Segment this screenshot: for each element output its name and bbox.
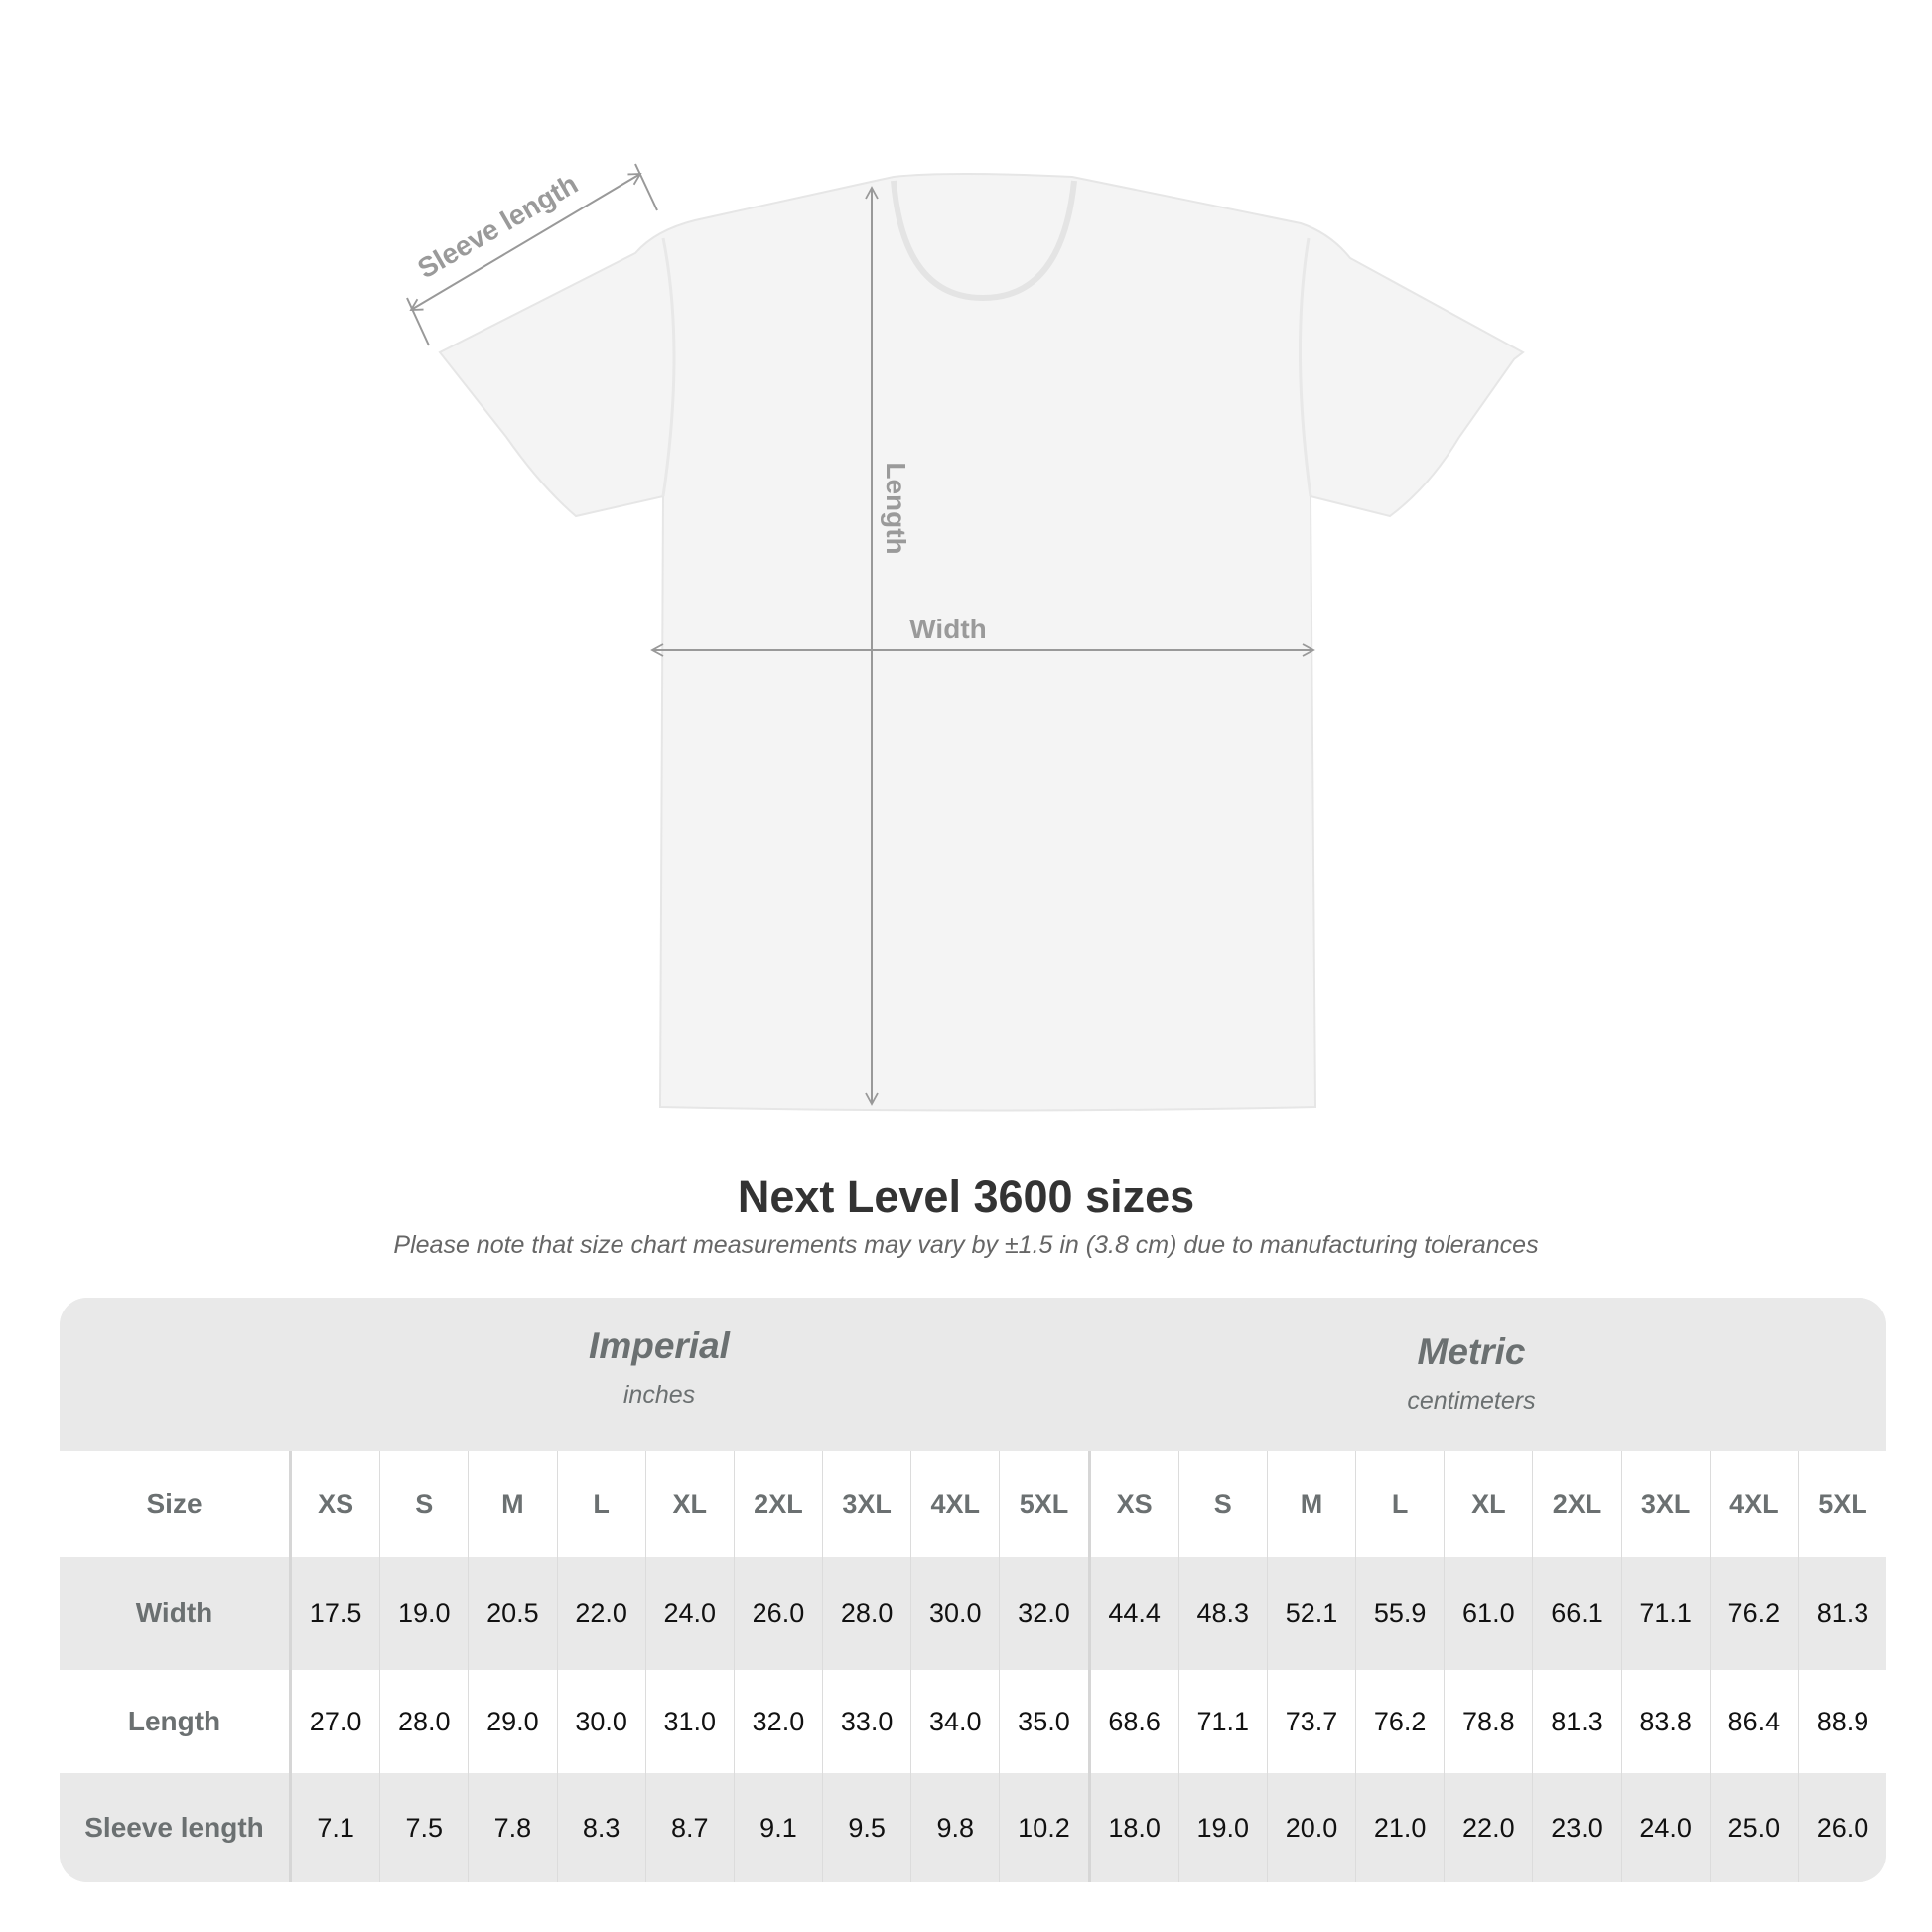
- imperial-cell: 26.0: [735, 1557, 824, 1670]
- metric-cell: 19.0: [1179, 1773, 1268, 1882]
- imperial-cell: 27.0: [292, 1670, 381, 1773]
- metric-unit: centimeters: [1407, 1387, 1536, 1415]
- imperial-cell: 30.0: [558, 1670, 646, 1773]
- imperial-cell: 28.0: [380, 1670, 470, 1773]
- length-label: Length: [881, 462, 911, 554]
- metric-size-header: 3XL: [1622, 1451, 1711, 1557]
- sleeve-length-label: Sleeve length: [412, 168, 583, 284]
- metric-size-header: 4XL: [1711, 1451, 1799, 1557]
- page-title: Next Level 3600 sizes: [737, 1172, 1195, 1222]
- imperial-size-header: XL: [646, 1451, 735, 1557]
- imperial-cell: 10.2: [1000, 1773, 1091, 1882]
- imperial-cell: 32.0: [1000, 1557, 1091, 1670]
- imperial-cell: 22.0: [558, 1557, 646, 1670]
- imperial-cell: 9.5: [823, 1773, 912, 1882]
- imperial-size-header: M: [469, 1451, 558, 1557]
- imperial-cell: 8.3: [558, 1773, 646, 1882]
- metric-cell: 71.1: [1622, 1557, 1711, 1670]
- imperial-title: Imperial: [589, 1325, 730, 1366]
- imperial-cell: 24.0: [646, 1557, 735, 1670]
- metric-cell: 73.7: [1268, 1670, 1357, 1773]
- imperial-cell: 8.7: [646, 1773, 735, 1882]
- row-label: Length: [60, 1670, 292, 1773]
- imperial-size-header: XS: [292, 1451, 381, 1557]
- metric-cell: 26.0: [1816, 1812, 1869, 1843]
- imperial-cell: 35.0: [1000, 1670, 1091, 1773]
- imperial-size-header: L: [558, 1451, 646, 1557]
- metric-size-header: 5XL: [1818, 1488, 1867, 1519]
- metric-cell: 23.0: [1533, 1773, 1622, 1882]
- metric-cell: 81.3: [1533, 1670, 1622, 1773]
- width-label: Width: [909, 614, 987, 644]
- imperial-cell: 30.0: [911, 1557, 1001, 1670]
- metric-size-header: XS: [1091, 1451, 1179, 1557]
- imperial-size-header: 2XL: [735, 1451, 824, 1557]
- metric-size-header: 2XL: [1533, 1451, 1622, 1557]
- size-row: Size XS S M L XL 2XL 3XL 4XL 5XL XS S M L XL 2XL 3XL 4XL 5…: [60, 1451, 1886, 1557]
- metric-cell: 18.0: [1091, 1773, 1179, 1882]
- metric-header: Metric centimeters: [1173, 1331, 1769, 1416]
- metric-cell: 55.9: [1356, 1557, 1446, 1670]
- tshirt-shape: [438, 173, 1525, 1112]
- imperial-cell: 28.0: [823, 1557, 912, 1670]
- imperial-cell: 9.1: [735, 1773, 824, 1882]
- metric-cell: 68.6: [1091, 1670, 1179, 1773]
- table-row: Width 17.5 19.0 20.5 22.0 24.0 26.0 28.0 30.0 32.…: [60, 1557, 1886, 1670]
- collar: [891, 180, 1077, 302]
- imperial-unit: inches: [622, 1381, 696, 1409]
- tolerance-note: Please note that size chart measurements…: [393, 1231, 1539, 1259]
- row-label: Sleeve length: [60, 1773, 292, 1882]
- imperial-cell: 7.1: [292, 1773, 381, 1882]
- imperial-cell: 33.0: [823, 1670, 912, 1773]
- metric-cell: 61.0: [1445, 1557, 1534, 1670]
- metric-cell: 21.0: [1356, 1773, 1446, 1882]
- metric-cell: 44.4: [1091, 1557, 1179, 1670]
- metric-size-header: XL: [1445, 1451, 1534, 1557]
- metric-cell: 22.0: [1445, 1773, 1534, 1882]
- metric-cell: 24.0: [1622, 1773, 1711, 1882]
- imperial-size-header: S: [380, 1451, 470, 1557]
- metric-cell: 25.0: [1711, 1773, 1799, 1882]
- imperial-size-header: 4XL: [911, 1451, 1001, 1557]
- imperial-cell: 17.5: [292, 1557, 381, 1670]
- imperial-header: Imperial inches: [361, 1325, 957, 1410]
- row-label: Size: [60, 1451, 292, 1557]
- row-label: Width: [60, 1557, 292, 1670]
- size-chart-table: Imperial inches Metric centimeters Size X…: [60, 1298, 1886, 1882]
- imperial-cell: 7.5: [380, 1773, 470, 1882]
- metric-cell: 52.1: [1268, 1557, 1357, 1670]
- metric-cell: 66.1: [1533, 1557, 1622, 1670]
- unit-header: Imperial inches Metric centimeters: [60, 1298, 1886, 1451]
- imperial-cell: 29.0: [469, 1670, 558, 1773]
- imperial-cell: 34.0: [911, 1670, 1001, 1773]
- metric-cell: 48.3: [1179, 1557, 1268, 1670]
- metric-cell: 71.1: [1179, 1670, 1268, 1773]
- imperial-size-header: 5XL: [1000, 1451, 1091, 1557]
- imperial-cell: 19.0: [380, 1557, 470, 1670]
- sleeve-arrow: [409, 173, 642, 311]
- imperial-cell: 32.0: [735, 1670, 824, 1773]
- imperial-size-header: 3XL: [823, 1451, 912, 1557]
- table-row: Sleeve length 7.1 7.5 7.8 8.3 8.7 9.1 9.5 9.8 10.…: [60, 1773, 1886, 1882]
- metric-cell: 78.8: [1445, 1670, 1534, 1773]
- metric-cell: 83.8: [1622, 1670, 1711, 1773]
- imperial-cell: 31.0: [646, 1670, 735, 1773]
- imperial-cell: 20.5: [469, 1557, 558, 1670]
- metric-size-header: L: [1356, 1451, 1446, 1557]
- metric-cell: 76.2: [1711, 1557, 1799, 1670]
- metric-cell: 86.4: [1711, 1670, 1799, 1773]
- imperial-cell: 7.8: [469, 1773, 558, 1882]
- metric-cell: 81.3: [1816, 1597, 1869, 1628]
- metric-cell: 76.2: [1356, 1670, 1446, 1773]
- metric-size-header: M: [1268, 1451, 1357, 1557]
- table-row: Length 27.0 28.0 29.0 30.0 31.0 32.0 33.0 34.0 35…: [60, 1670, 1886, 1773]
- metric-cell: 20.0: [1268, 1773, 1357, 1882]
- metric-cell: 88.9: [1816, 1706, 1869, 1736]
- imperial-cell: 9.8: [911, 1773, 1001, 1882]
- tshirt-diagram: Length Width Sleeve length: [406, 163, 1525, 1112]
- metric-size-header: S: [1179, 1451, 1268, 1557]
- metric-title: Metric: [1417, 1331, 1526, 1372]
